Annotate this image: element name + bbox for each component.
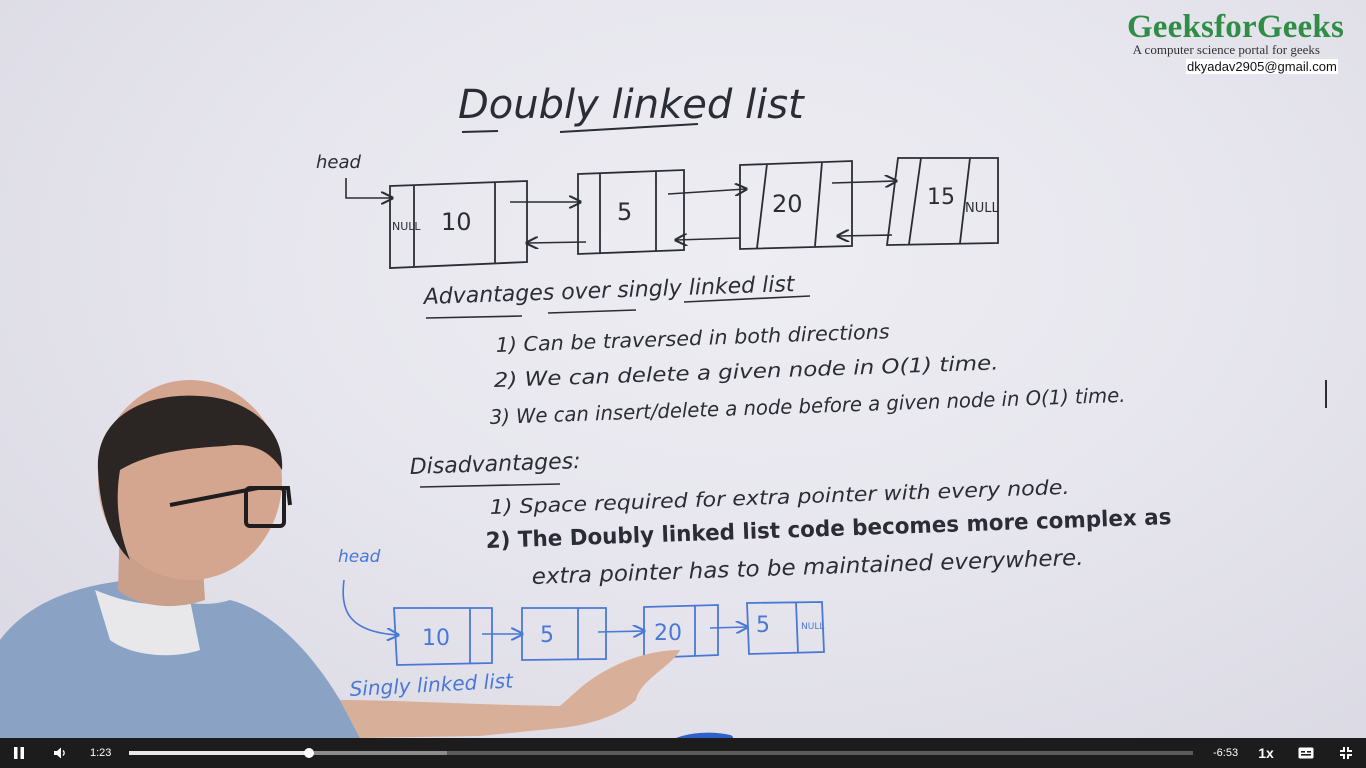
geeksforgeeks-watermark: GeeksforGeeks A computer science portal … bbox=[1127, 10, 1344, 58]
captions-icon bbox=[1298, 747, 1314, 759]
seek-bar[interactable] bbox=[129, 748, 1193, 758]
sll-node-value: 20 bbox=[654, 621, 682, 646]
playback-speed-button[interactable]: 1x bbox=[1258, 745, 1274, 761]
dll-node-value: 20 bbox=[772, 190, 803, 218]
dll-node: 20 bbox=[739, 160, 853, 250]
advantages-underline bbox=[425, 295, 811, 319]
dll-null-label: NULL bbox=[965, 201, 999, 216]
volume-button[interactable] bbox=[45, 738, 75, 768]
advantage-item: 3) We can insert/delete a node before a … bbox=[489, 383, 1125, 429]
pause-button[interactable] bbox=[4, 738, 34, 768]
marker-pen bbox=[676, 732, 733, 738]
watermark-tagline: A computer science portal for geeks bbox=[1132, 42, 1320, 57]
pause-icon bbox=[14, 747, 24, 759]
sll-node: 20 bbox=[643, 604, 719, 659]
player-controls: 1:23 -6:53 1x bbox=[0, 738, 1366, 768]
dll-node: 5 bbox=[577, 169, 685, 255]
whiteboard: Doubly linked list head NULL 10 5 20 15 bbox=[0, 82, 1327, 738]
presenter bbox=[0, 380, 680, 738]
sll-caption: Singly linked list bbox=[349, 668, 515, 701]
dll-node-value: 15 bbox=[927, 185, 955, 210]
watermark-logo: GeeksforGeeks bbox=[1126, 9, 1344, 45]
dll-null-label: NULL bbox=[392, 220, 421, 233]
volume-icon bbox=[54, 747, 65, 759]
played-bar bbox=[129, 751, 309, 755]
board-title: Doubly linked list bbox=[458, 82, 805, 128]
dll-node-value: 5 bbox=[617, 198, 632, 226]
sll-node: 10 bbox=[393, 607, 493, 666]
seek-handle[interactable] bbox=[303, 748, 314, 758]
sll-arrows bbox=[482, 627, 747, 634]
sll-null-label: NULL bbox=[801, 622, 824, 632]
dll-node: 15 NULL bbox=[885, 157, 999, 246]
sll-node-value: 5 bbox=[540, 623, 554, 648]
exit-fullscreen-icon bbox=[1340, 747, 1352, 759]
advantages-heading: Advantages over singly linked list bbox=[421, 272, 796, 310]
sll-node-value: 10 bbox=[422, 626, 450, 651]
disadvantage-item: extra pointer has to be maintained every… bbox=[531, 546, 1084, 590]
advantage-item: 1) Can be traversed in both directions bbox=[495, 319, 890, 357]
video-frame[interactable]: Doubly linked list head NULL 10 5 20 15 bbox=[0, 0, 1366, 738]
disadvantages-underline bbox=[419, 483, 561, 488]
current-time: 1:23 bbox=[90, 747, 112, 759]
sll-node: 5 bbox=[521, 607, 607, 661]
captions-button[interactable] bbox=[1292, 738, 1320, 768]
dll-arrows bbox=[510, 181, 896, 243]
title-underline bbox=[461, 123, 699, 133]
sll-node-value: 5 bbox=[756, 613, 770, 638]
sll-node: 5 NULL bbox=[746, 601, 825, 655]
head-arrow bbox=[345, 178, 392, 198]
sll-head-label: head bbox=[338, 547, 381, 567]
dll-node-value: 10 bbox=[441, 208, 472, 236]
dll-node: NULL 10 bbox=[389, 180, 528, 269]
head-label: head bbox=[316, 152, 362, 173]
sll-head-arrow bbox=[342, 579, 398, 635]
exit-fullscreen-button[interactable] bbox=[1332, 738, 1360, 768]
remaining-time: -6:53 bbox=[1213, 747, 1239, 759]
watermark-email: dkyadav2905@gmail.com bbox=[1186, 59, 1338, 74]
disadvantages-heading: Disadvantages: bbox=[409, 449, 581, 480]
advantage-item: 2) We can delete a given node in O(1) ti… bbox=[493, 350, 999, 392]
